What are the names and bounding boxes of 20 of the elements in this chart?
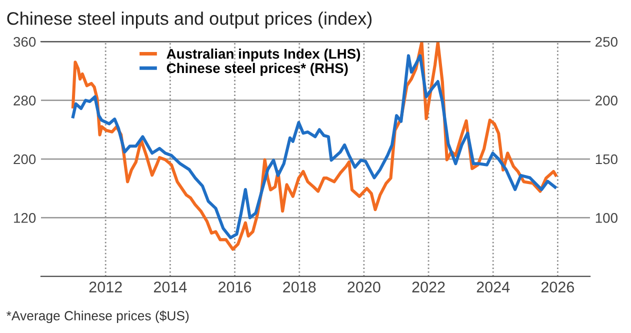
y-tick-label: 360 <box>14 36 36 47</box>
x-tick-label: 2020 <box>348 282 380 292</box>
y-tick-label: 280 <box>14 96 36 106</box>
x-tick-label: 2026 <box>541 282 574 292</box>
y2-tick-label: 250 <box>596 36 618 47</box>
x-tick-label: 2022 <box>412 282 445 292</box>
x-tick-label: 2024 <box>476 282 510 292</box>
text: *Average Chinese prices ($US) <box>6 310 189 324</box>
y-tick-label: 200 <box>14 154 36 164</box>
y2-tick-label: 100 <box>596 213 618 223</box>
x-tick-label: 2012 <box>89 282 122 292</box>
x-tick-label: 2016 <box>218 282 252 292</box>
x-tick-label: 2014 <box>154 282 187 292</box>
legend-label: Australian inputs Index (LHS) <box>166 48 360 62</box>
legend-label: Chinese steel prices* (RHS) <box>166 62 348 76</box>
y-tick-label: 120 <box>14 213 36 223</box>
y2-tick-label: 200 <box>596 96 618 106</box>
y2-tick-label: 150 <box>596 154 618 164</box>
x-tick-label: 2018 <box>283 282 316 292</box>
chart-title: Chinese steel inputs and output prices (index) <box>7 12 372 28</box>
